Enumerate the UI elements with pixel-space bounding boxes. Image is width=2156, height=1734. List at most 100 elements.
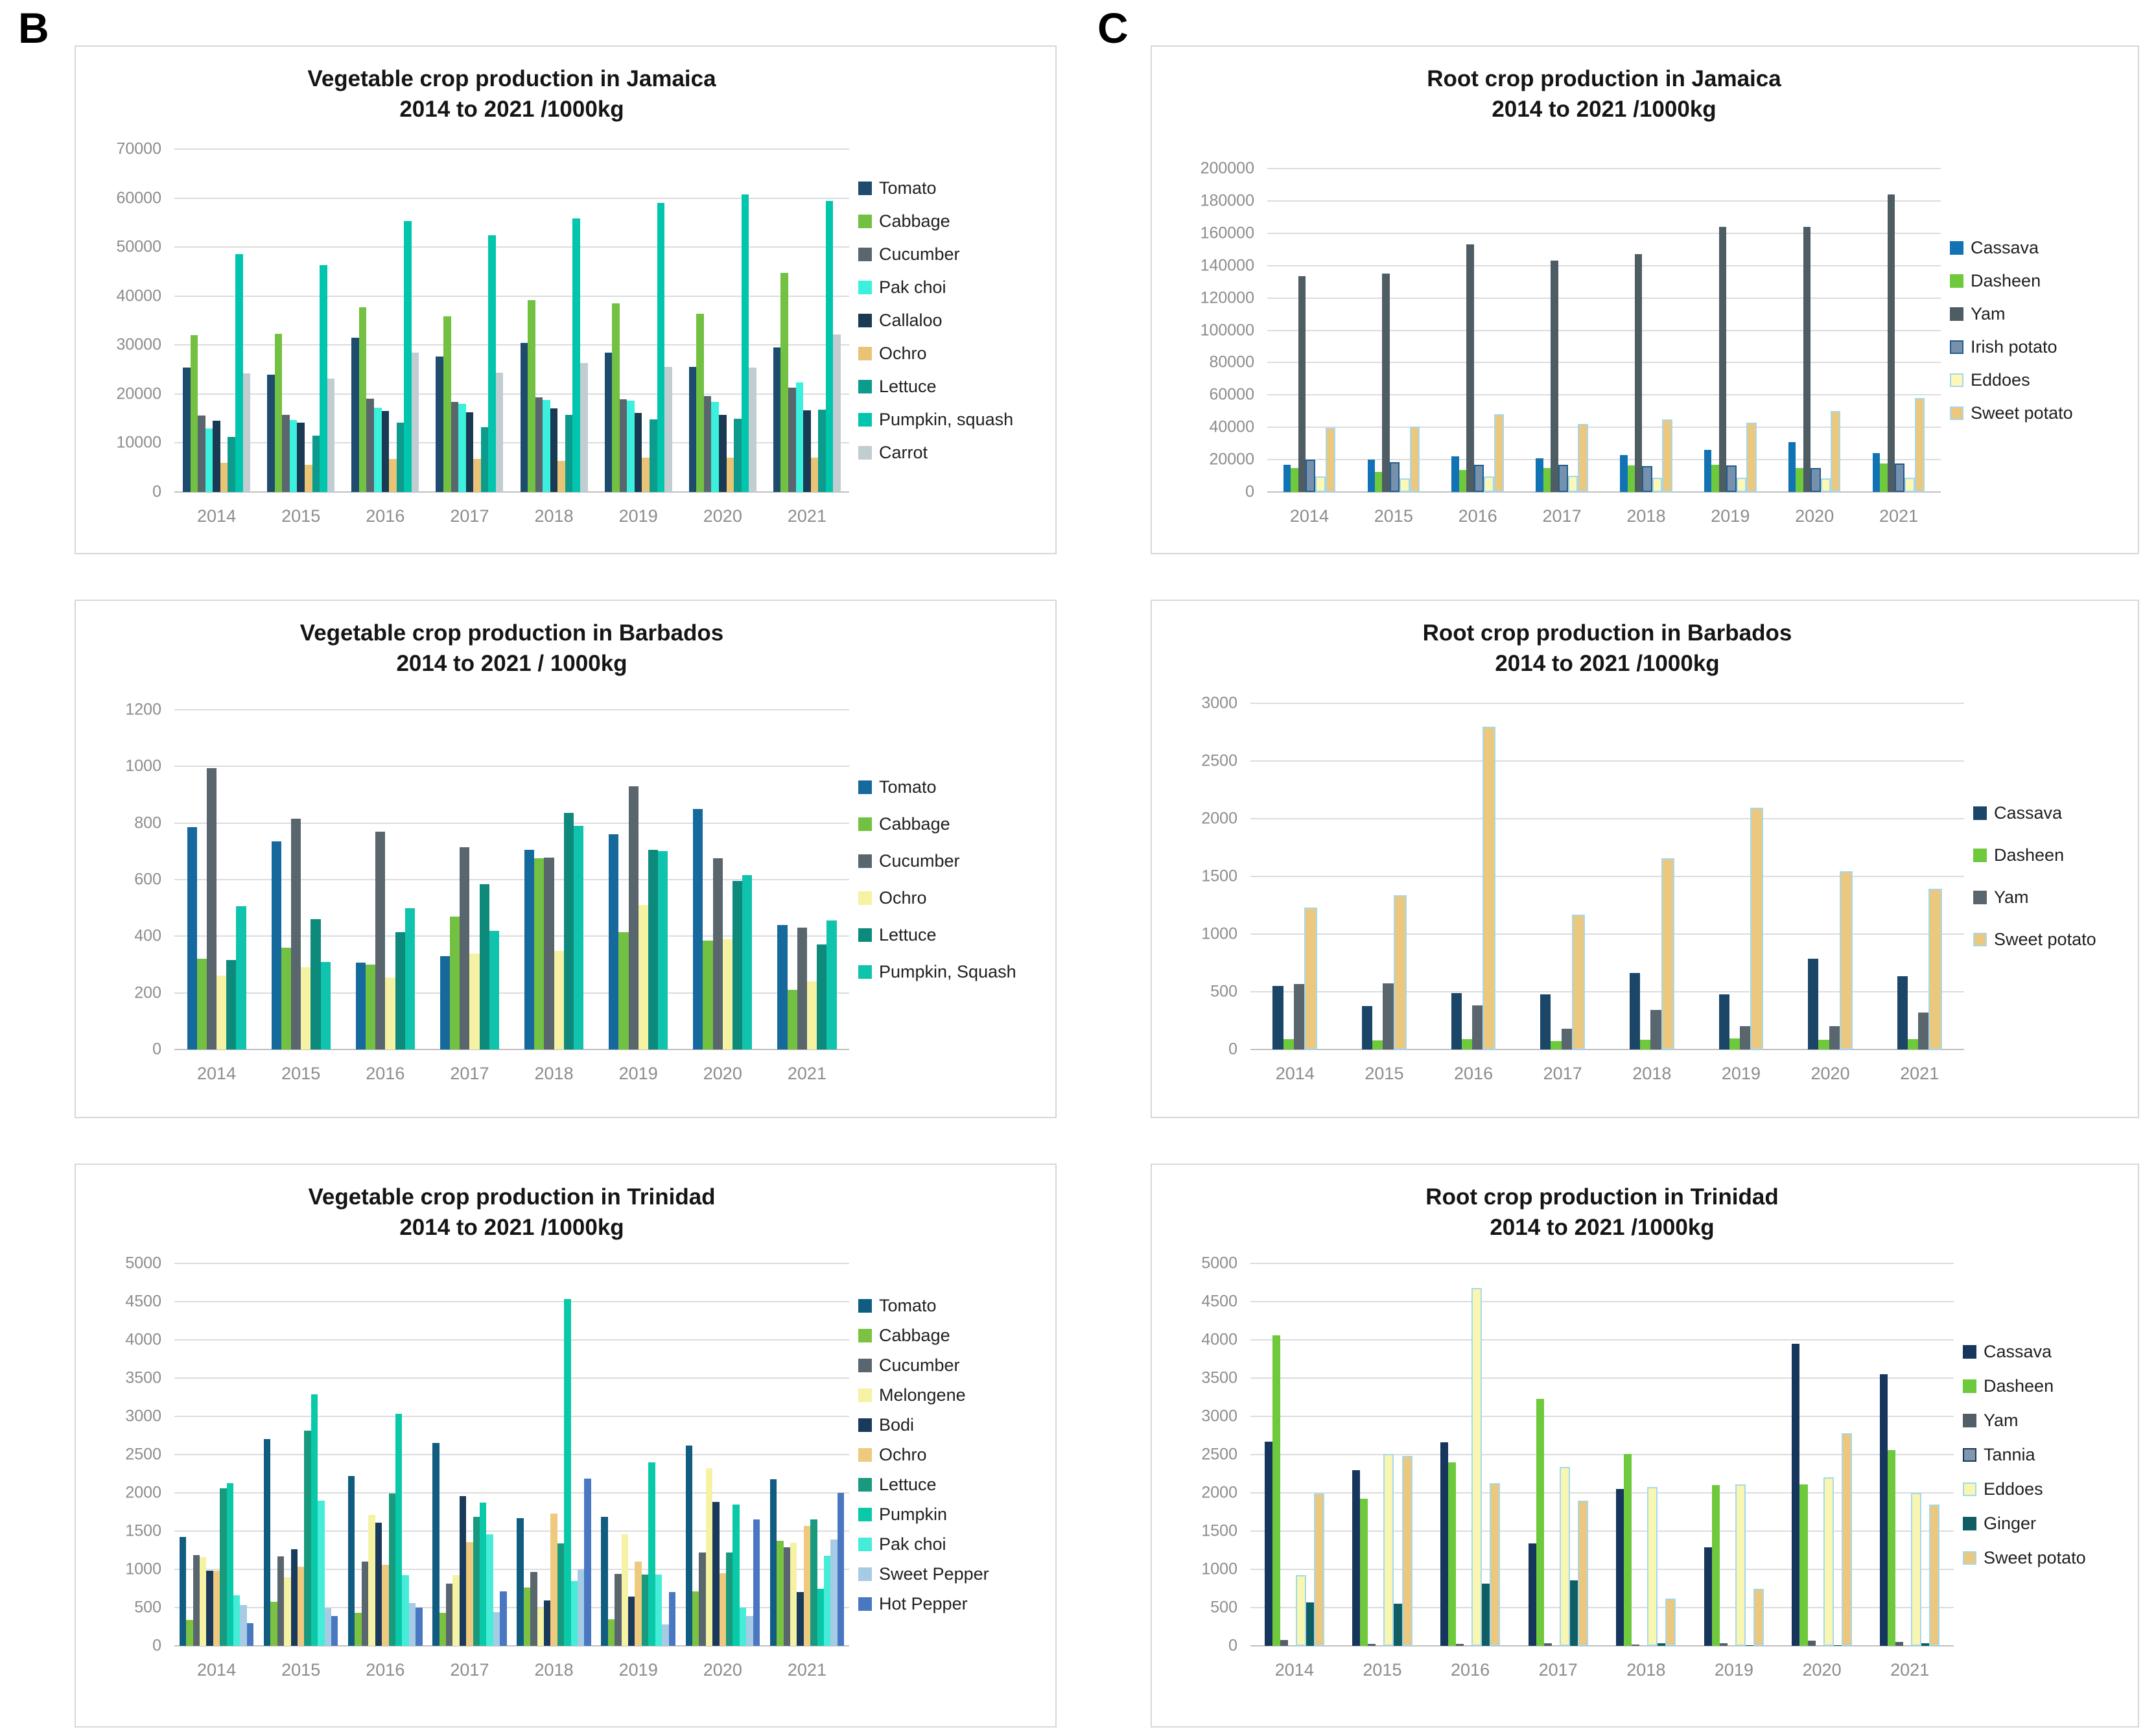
bar-lettuce-2014 bbox=[226, 960, 237, 1049]
gridline bbox=[174, 1301, 849, 1302]
bar-group-2020 bbox=[681, 710, 765, 1049]
bar-group-2021 bbox=[765, 149, 849, 492]
bar-yam-2018 bbox=[1635, 254, 1643, 492]
legend-label: Cabbage bbox=[879, 814, 950, 834]
gridline bbox=[174, 879, 849, 880]
x-axis-year-label: 2021 bbox=[1879, 506, 1919, 526]
legend-swatch bbox=[858, 281, 872, 294]
bar-pumpkin-squash-2016 bbox=[404, 908, 415, 1049]
bar-tomato-2017 bbox=[439, 955, 451, 1049]
bar-cabbage-2019 bbox=[618, 931, 629, 1049]
legend-label: Cabbage bbox=[879, 211, 950, 231]
legend-item: Sweet Pepper bbox=[858, 1564, 989, 1584]
bar-dasheen-2018 bbox=[1627, 465, 1635, 492]
legend-item: Dasheen bbox=[1950, 271, 2073, 291]
chart-panel-vegetable-barbados: Vegetable crop production in Barbados 201… bbox=[75, 600, 1057, 1118]
chart-title: Vegetable crop production in Barbados 201… bbox=[174, 618, 849, 679]
legend-item: Ochro bbox=[858, 888, 1016, 908]
bar-pak-choi-2017 bbox=[458, 403, 466, 492]
bar-pak-choi-2016 bbox=[402, 1575, 409, 1646]
bar-ochro-2018 bbox=[557, 460, 565, 492]
y-axis-tick-label: 3500 bbox=[125, 1368, 161, 1387]
legend-swatch bbox=[858, 1328, 872, 1342]
bar-dasheen-2016 bbox=[1461, 1038, 1473, 1049]
gridline bbox=[1250, 1569, 1954, 1570]
gridline bbox=[174, 1530, 849, 1532]
bar-lettuce-2015 bbox=[311, 919, 321, 1049]
bar-cucumber-2017 bbox=[451, 401, 459, 492]
bar-lettuce-2014 bbox=[220, 1488, 227, 1646]
bar-sweet-potato-2014 bbox=[1325, 428, 1336, 492]
legend-swatch bbox=[858, 1477, 872, 1492]
bar-lettuce-2018 bbox=[565, 415, 573, 492]
bar-tomato-2017 bbox=[432, 1443, 439, 1646]
legend-item: Dasheen bbox=[1963, 1376, 2086, 1396]
x-axis-year-label: 2019 bbox=[1721, 1064, 1761, 1083]
bar-dasheen-2018 bbox=[1640, 1039, 1651, 1049]
y-axis-tick-label: 0 bbox=[152, 1040, 161, 1059]
bar-ochro-2014 bbox=[217, 976, 227, 1049]
legend-label: Ochro bbox=[879, 888, 927, 908]
legend: Tomato Cabbage Cucumber Ochro Lettuce Pumpkin… bbox=[858, 710, 1016, 1049]
bar-cucumber-2014 bbox=[198, 416, 205, 492]
bar-pak-choi-2017 bbox=[486, 1534, 493, 1646]
bar-group-2019 bbox=[596, 1263, 681, 1646]
chart-title-line1: Root crop production in Trinidad bbox=[1425, 1184, 1779, 1210]
y-axis-tick-label: 5000 bbox=[125, 1254, 161, 1272]
bar-group-2019 bbox=[596, 710, 681, 1049]
legend-swatch bbox=[858, 1358, 872, 1372]
legend-swatch bbox=[858, 1537, 872, 1551]
bar-cassava-2014 bbox=[1272, 986, 1283, 1049]
x-axis-labels: 2014 2015 2016 2017 2018 2019 2020 2021 bbox=[174, 506, 849, 526]
legend-label: Cassava bbox=[1971, 237, 2039, 257]
bar-lettuce-2019 bbox=[650, 419, 657, 492]
bar-callaloo-2020 bbox=[719, 414, 727, 492]
y-axis-tick-label: 180000 bbox=[1200, 191, 1254, 210]
bar-cabbage-2016 bbox=[365, 965, 376, 1049]
bar-cabbage-2016 bbox=[355, 1613, 362, 1646]
bar-hot-pepper-2014 bbox=[246, 1623, 254, 1646]
legend-label: Ginger bbox=[1984, 1513, 2037, 1533]
legend-label: Sweet Pepper bbox=[879, 1564, 989, 1584]
bar-ochro-2021 bbox=[810, 458, 819, 492]
legend-label: Tomato bbox=[879, 1295, 937, 1315]
x-axis-year-label: 2017 bbox=[450, 506, 489, 526]
bar-cucumber-2015 bbox=[282, 414, 290, 492]
y-axis-tick-label: 200 bbox=[134, 983, 161, 1002]
bar-ochro-2021 bbox=[806, 981, 817, 1049]
bar-group-2019 bbox=[1690, 1263, 1778, 1646]
legend-item: Tomato bbox=[858, 178, 1013, 198]
y-axis-tick-label: 200000 bbox=[1200, 159, 1254, 178]
legend-item: Cucumber bbox=[858, 851, 1016, 871]
bar-cabbage-2019 bbox=[612, 303, 620, 492]
bar-irish-potato-2014 bbox=[1305, 460, 1316, 492]
bar-group-2021 bbox=[1857, 169, 1941, 492]
bar-sweet-potato-2021 bbox=[1928, 888, 1942, 1049]
bar-sweet-potato-2017 bbox=[1571, 914, 1586, 1049]
gridline bbox=[1250, 1416, 1954, 1417]
legend-swatch bbox=[858, 1388, 872, 1402]
bar-sweet-pepper-2021 bbox=[830, 1539, 838, 1646]
bar-bodi-2018 bbox=[543, 1600, 551, 1646]
legend-label: Yam bbox=[1994, 887, 2029, 907]
bar-eddoes-2017 bbox=[1559, 1466, 1570, 1646]
legend-swatch bbox=[858, 1597, 872, 1611]
bar-cassava-2017 bbox=[1536, 458, 1543, 492]
chart-title: Root crop production in Barbados 2014 to … bbox=[1250, 618, 1964, 679]
legend-item: Ginger bbox=[1963, 1514, 2086, 1534]
legend-swatch bbox=[1973, 849, 1987, 862]
gridline bbox=[1267, 200, 1941, 202]
bar-cucumber-2019 bbox=[628, 786, 639, 1049]
bar-yam-2016 bbox=[1472, 1005, 1483, 1049]
bar-group-2020 bbox=[681, 1263, 765, 1646]
legend-swatch bbox=[1963, 1379, 1976, 1393]
gridline bbox=[174, 1377, 849, 1379]
bar-pak-choi-2019 bbox=[627, 400, 635, 492]
bar-pak-choi-2015 bbox=[289, 419, 298, 492]
legend-item: Yam bbox=[1963, 1411, 2086, 1431]
chart-title-line1: Root crop production in Barbados bbox=[1422, 620, 1792, 646]
bar-group-2016 bbox=[1426, 1263, 1514, 1646]
legend-swatch bbox=[858, 1567, 872, 1581]
y-axis-tick-label: 3000 bbox=[125, 1407, 161, 1425]
bar-group-2015 bbox=[259, 710, 343, 1049]
